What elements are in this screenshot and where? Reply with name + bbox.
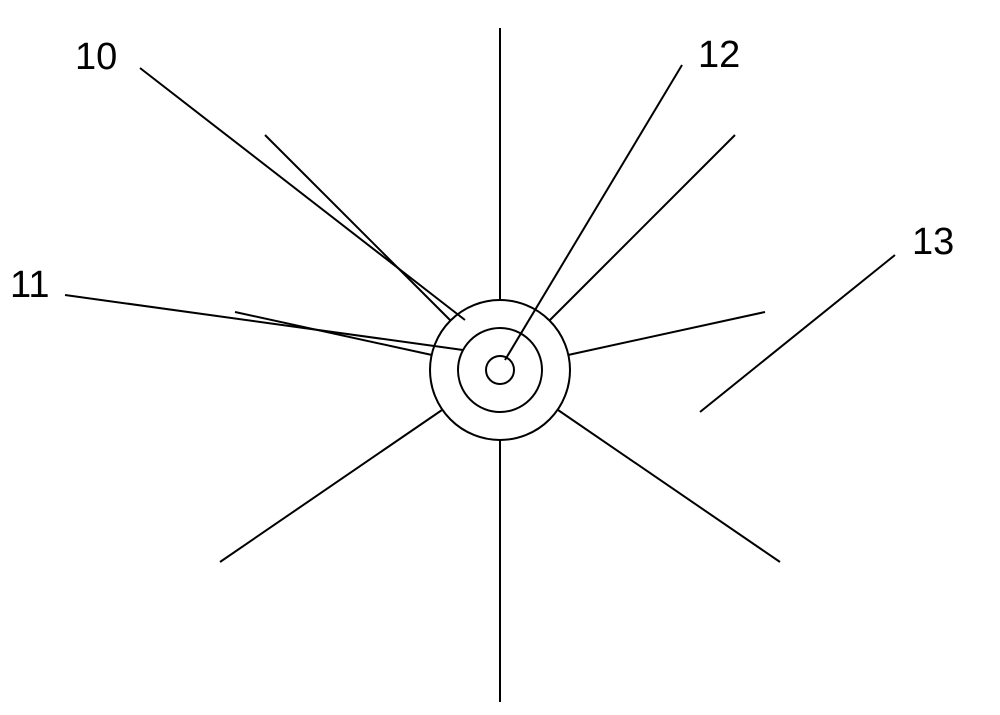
label-11: 11 (10, 264, 49, 307)
middle-circle (458, 328, 542, 412)
label-13: 13 (912, 221, 954, 264)
circles-group (430, 300, 570, 440)
diagram-svg (0, 0, 1000, 710)
label-10: 10 (75, 36, 117, 79)
spoke (558, 410, 780, 562)
spoke (235, 312, 432, 355)
spoke (220, 410, 442, 562)
spokes-group (220, 28, 780, 702)
label-12: 12 (698, 34, 740, 77)
leader-10 (140, 68, 465, 320)
leader-13 (700, 255, 895, 412)
radial-diagram (0, 0, 1000, 710)
spoke (568, 312, 765, 355)
leaders-group (65, 65, 895, 412)
spoke (550, 135, 735, 320)
inner-circle (486, 356, 514, 384)
outer-circle (430, 300, 570, 440)
spoke (265, 135, 450, 320)
leader-12 (505, 65, 682, 360)
leader-11 (65, 295, 463, 350)
